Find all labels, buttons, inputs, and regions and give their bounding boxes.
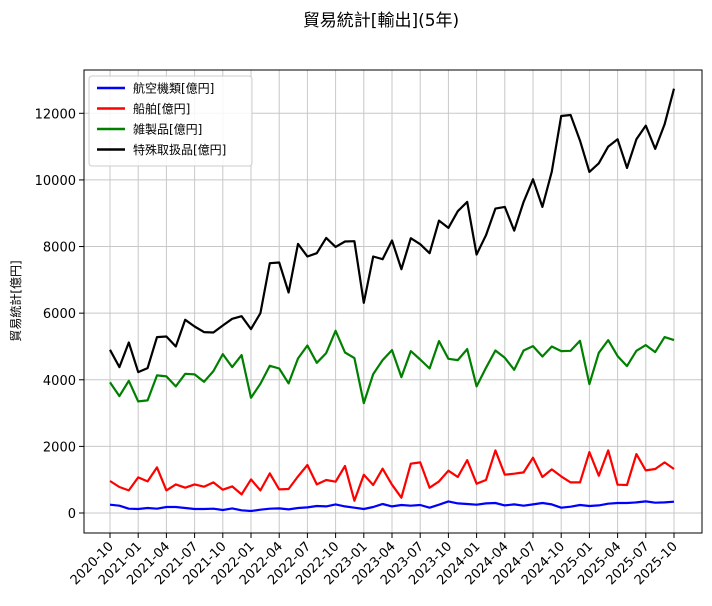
y-tick-label: 2000 bbox=[43, 440, 76, 455]
legend-label: 雑製品[億円] bbox=[133, 122, 202, 137]
y-tick-label: 10000 bbox=[35, 174, 76, 189]
legend-label: 航空機類[億円] bbox=[133, 81, 214, 96]
x-axis-ticks: 2020-102021-012021-042021-072021-102022-… bbox=[68, 533, 681, 588]
series-line-0 bbox=[109, 500, 675, 513]
y-axis-label: 貿易統計[億円] bbox=[8, 260, 23, 341]
y-tick-label: 12000 bbox=[35, 107, 76, 122]
y-tick-label: 6000 bbox=[43, 307, 76, 322]
series-line-2 bbox=[109, 329, 675, 405]
legend-label: 船舶[億円] bbox=[133, 101, 190, 116]
y-tick-label: 4000 bbox=[43, 374, 76, 389]
series-line-3 bbox=[109, 88, 676, 374]
y-axis-ticks: 0 2000 4000 6000 8000 10000 12000 bbox=[35, 107, 84, 522]
series-layer bbox=[109, 88, 676, 513]
legend-label: 特殊取扱品[億円] bbox=[133, 142, 226, 157]
series-line-1 bbox=[109, 449, 675, 502]
legend: 航空機類[億円] 船舶[億円] 雑製品[億円] 特殊取扱品[億円] bbox=[88, 75, 253, 167]
chart-title: 貿易統計[輸出](5年) bbox=[303, 11, 459, 31]
y-tick-label: 8000 bbox=[43, 241, 76, 256]
legend-box bbox=[88, 75, 253, 167]
y-tick-label: 0 bbox=[68, 507, 76, 522]
plot-frame bbox=[83, 69, 703, 534]
